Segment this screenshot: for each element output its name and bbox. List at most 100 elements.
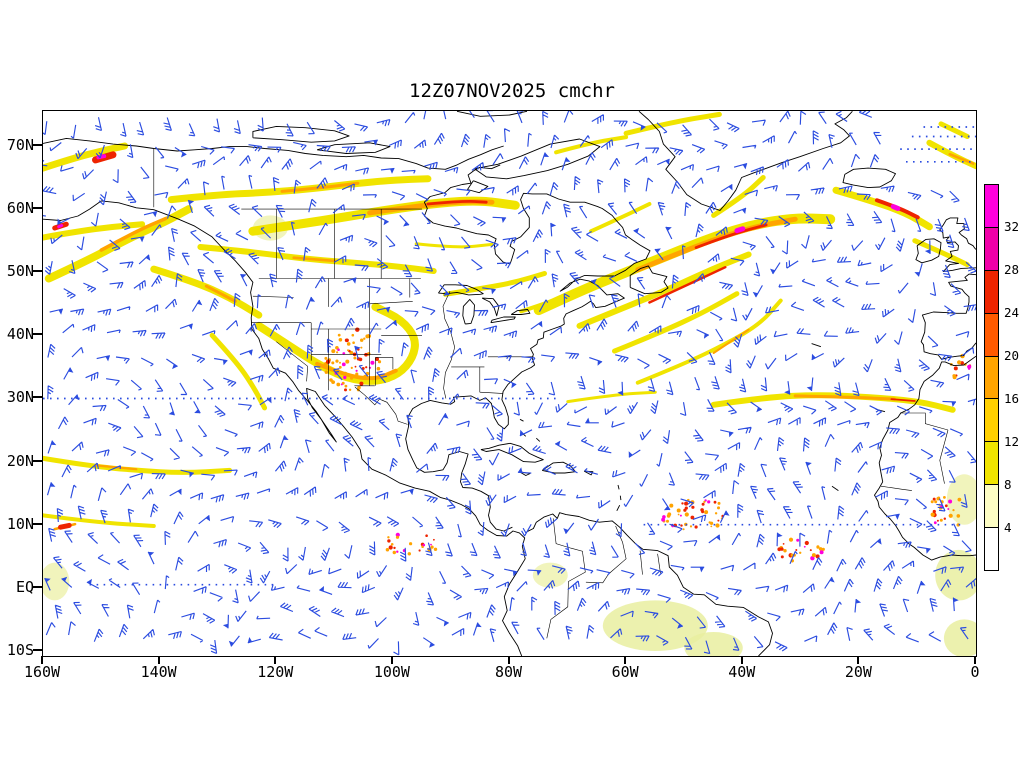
vorticity-streak <box>414 242 494 249</box>
vorticity-speckle <box>368 366 372 369</box>
vorticity-speckle <box>701 502 705 506</box>
vorticity-speckle <box>700 508 704 512</box>
weak-vorticity-patch <box>684 632 743 656</box>
x-axis-tick-mark <box>41 656 43 664</box>
political-border <box>939 429 949 484</box>
vorticity-speckle <box>666 514 671 518</box>
vorticity-speckle <box>331 380 335 384</box>
political-border <box>479 391 503 394</box>
vorticity-speckle <box>343 371 348 376</box>
vorticity-speckle <box>418 549 421 552</box>
colorbar-tick-label: 12 <box>1004 434 1020 449</box>
vorticity-speckle <box>422 543 426 547</box>
x-axis-tick-label: 100W <box>373 663 410 681</box>
vorticity-speckle <box>351 333 355 337</box>
vorticity-speckle <box>933 521 937 525</box>
colorbar-segment <box>985 185 998 228</box>
vorticity-speckle <box>676 508 681 513</box>
vorticity-speckle <box>338 365 342 369</box>
weak-vorticity-patch <box>943 619 976 656</box>
vorticity-speckle <box>689 525 693 528</box>
vorticity-streak <box>554 135 629 155</box>
vorticity-streak <box>589 202 652 234</box>
vorticity-speckle <box>788 537 794 542</box>
vorticity-speckle <box>682 528 685 531</box>
vorticity-speckle <box>348 388 352 391</box>
coastline <box>629 265 669 295</box>
vorticity-speckle <box>393 546 396 550</box>
vorticity-speckle <box>358 357 363 362</box>
vorticity-speckle <box>353 356 357 360</box>
vorticity-streak <box>612 291 740 354</box>
vorticity-speckle <box>930 500 934 504</box>
vorticity-speckle <box>407 552 411 556</box>
x-axis-tick-label: 120W <box>257 663 294 681</box>
vorticity-streak <box>204 284 237 303</box>
vorticity-streak <box>734 226 746 234</box>
coastline <box>526 512 773 656</box>
vorticity-speckle <box>345 338 349 343</box>
vorticity-speckle <box>944 504 948 508</box>
vorticity-speckle <box>684 512 689 517</box>
vorticity-speckle <box>430 543 432 546</box>
vorticity-speckle <box>953 366 958 371</box>
vorticity-speckle <box>337 333 341 337</box>
vorticity-speckle <box>713 500 717 504</box>
coastline <box>462 298 475 325</box>
coastline <box>619 495 622 501</box>
colorbar-segment <box>985 528 998 571</box>
colorbar-segment <box>985 485 998 529</box>
vorticity-speckle <box>932 497 936 501</box>
vorticity-streak <box>832 186 933 231</box>
x-axis-tick-mark <box>624 656 627 664</box>
vorticity-streak <box>711 175 766 218</box>
vorticity-speckle <box>818 547 823 551</box>
x-axis-tick-label: 140W <box>140 663 177 681</box>
vorticity-speckle <box>325 359 331 364</box>
vorticity-speckle <box>360 338 364 342</box>
vorticity-streak <box>43 221 146 241</box>
vorticity-speckle <box>370 360 375 365</box>
vorticity-speckle <box>934 500 938 504</box>
vorticity-speckle <box>708 521 711 524</box>
vorticity-speckle <box>715 523 720 528</box>
political-border <box>546 518 586 639</box>
vorticity-speckle <box>947 508 950 510</box>
vorticity-speckle <box>714 512 718 515</box>
vorticity-speckle <box>683 508 687 512</box>
weak-vorticity-patch <box>43 562 70 601</box>
vorticity-speckle <box>425 534 428 537</box>
colorbar-segment <box>985 442 998 486</box>
vorticity-speckle <box>335 359 339 363</box>
vorticity-streak <box>57 224 64 229</box>
vorticity-speckle <box>390 543 394 546</box>
vorticity-speckle <box>690 515 695 520</box>
y-axis-tick-label: 50N <box>6 262 34 281</box>
coastline <box>939 217 976 273</box>
political-border <box>900 412 949 431</box>
vorticity-speckle <box>343 375 347 380</box>
vorticity-speckle <box>392 550 396 555</box>
weak-vorticity-patch <box>935 549 976 601</box>
vorticity-speckle <box>355 372 359 376</box>
coastline <box>510 309 531 315</box>
x-axis-tick-mark <box>390 656 393 664</box>
vorticity-speckle <box>780 555 784 559</box>
vorticity-speckle <box>336 351 339 354</box>
y-axis-tick-mark <box>33 585 42 588</box>
vorticity-streak <box>890 398 916 402</box>
y-axis-tick-label: 60N <box>6 199 34 218</box>
vorticity-speckle <box>367 334 371 338</box>
vorticity-speckle <box>811 553 816 558</box>
vorticity-speckle <box>345 359 350 364</box>
coastline <box>481 297 500 317</box>
colorbar-tick-label: 16 <box>1004 391 1020 406</box>
vorticity-speckle <box>339 361 341 364</box>
vorticity-speckle <box>816 545 820 549</box>
vorticity-speckle <box>691 505 695 509</box>
y-axis-tick-mark <box>33 396 42 399</box>
coastline <box>920 273 976 360</box>
y-axis-tick-label: 10S <box>6 640 34 659</box>
y-axis-tick-mark <box>33 270 42 273</box>
